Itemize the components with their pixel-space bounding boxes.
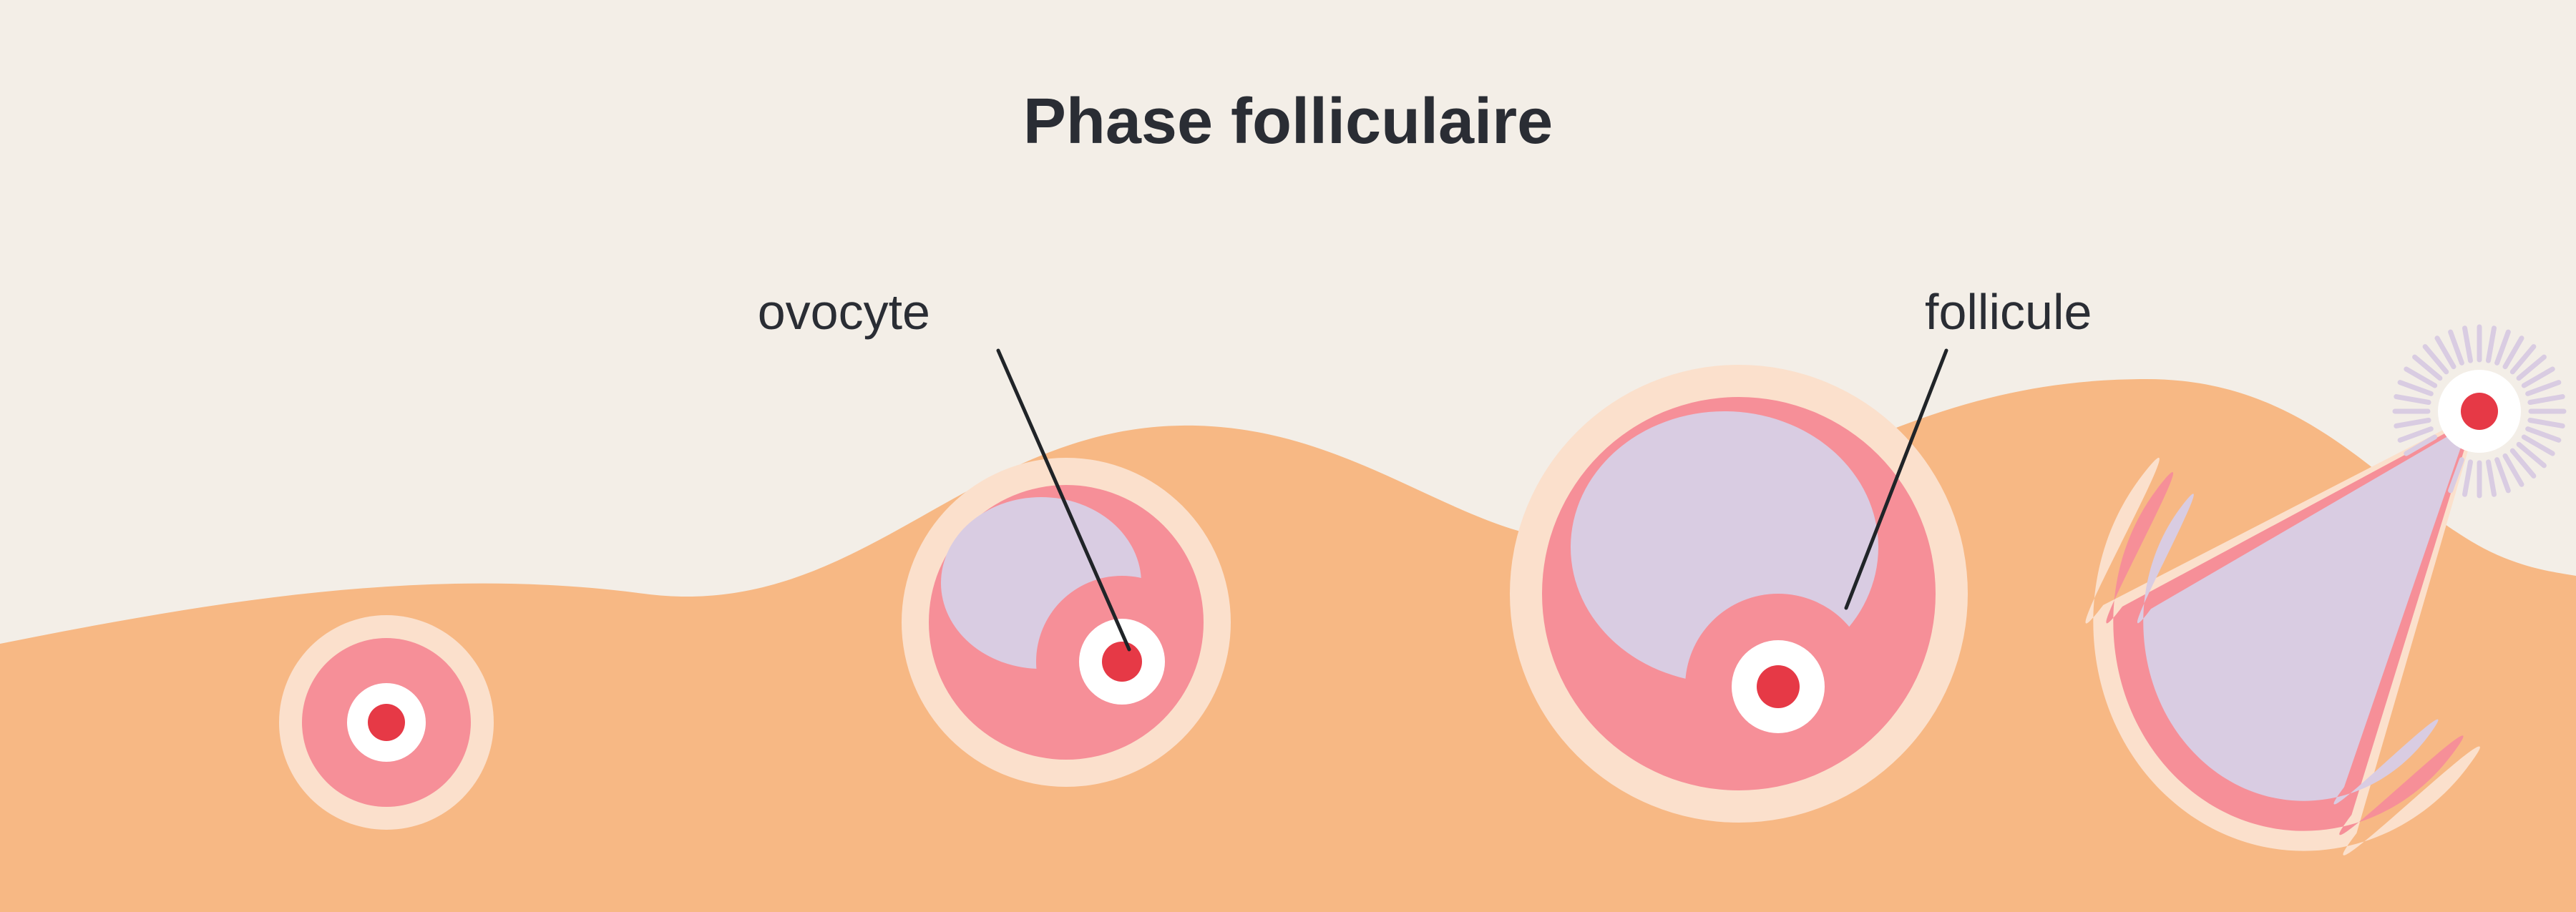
ovocyte-nucleus: [2461, 393, 2498, 430]
stage-1-primordial: [279, 615, 494, 830]
ovocyte-nucleus: [1757, 665, 1800, 708]
ovocyte-nucleus: [1102, 642, 1142, 682]
follicular-phase-diagram: Phase folliculaire ovocyte follicule: [0, 0, 2576, 912]
stage-3-secondary: [1510, 365, 1968, 823]
ovocyte-nucleus: [368, 704, 405, 741]
diagram-title: Phase folliculaire: [1023, 86, 1553, 157]
label-ovocyte: ovocyte: [758, 284, 930, 340]
label-follicule: follicule: [1925, 284, 2092, 340]
follicle-antrum: [1571, 411, 1878, 683]
